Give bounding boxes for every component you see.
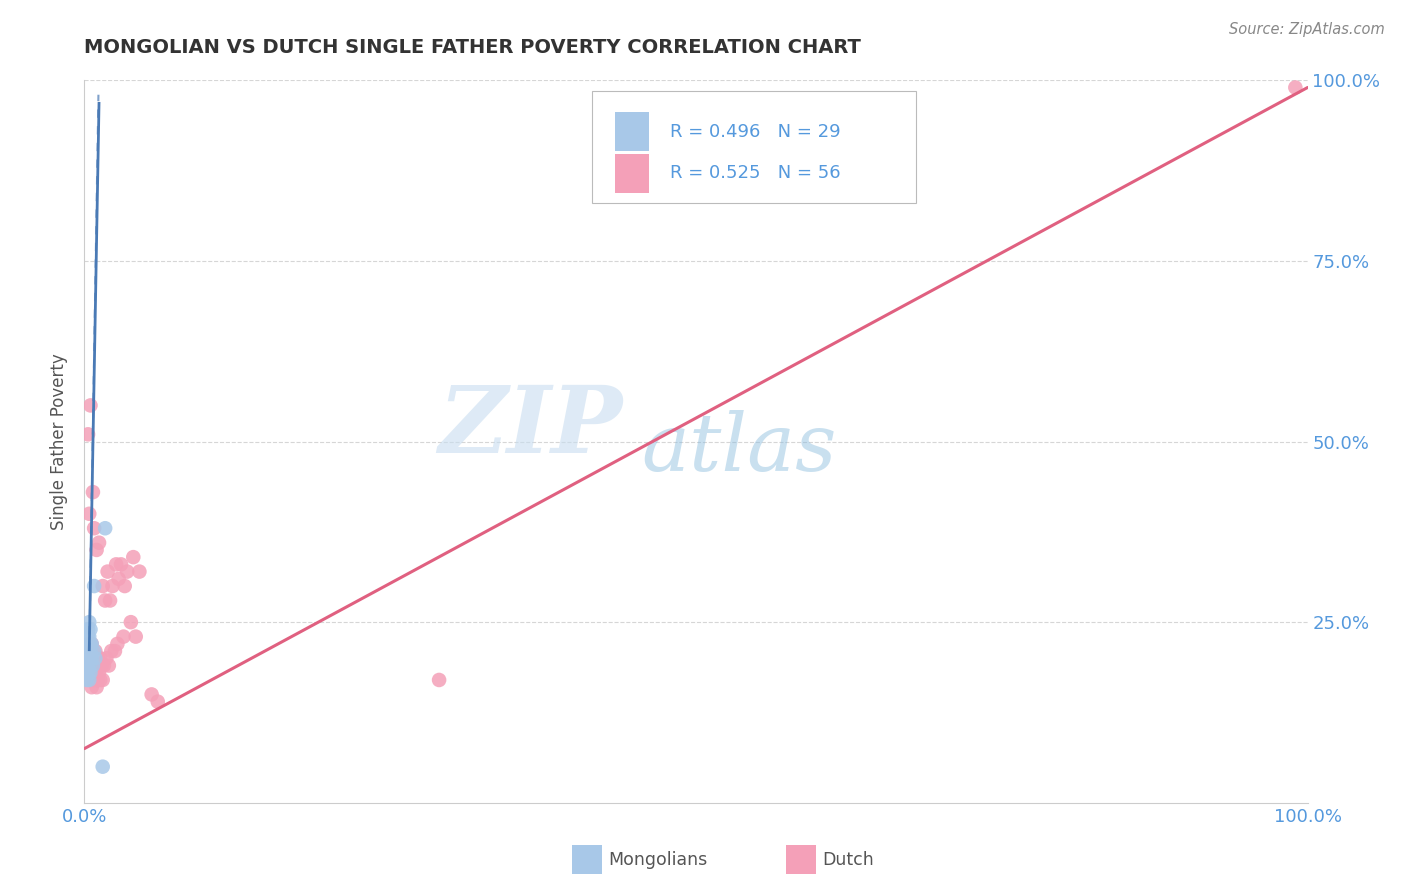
Point — [76, 630, 98, 644]
Text: MONGOLIAN VS DUTCH SINGLE FATHER POVERTY CORRELATION CHART: MONGOLIAN VS DUTCH SINGLE FATHER POVERTY… — [84, 37, 862, 56]
Point — [93, 658, 115, 673]
Point — [86, 658, 108, 673]
Point — [77, 665, 100, 680]
Point — [79, 623, 101, 637]
Point — [80, 637, 103, 651]
Point — [87, 665, 110, 680]
Point — [87, 651, 110, 665]
FancyBboxPatch shape — [592, 91, 917, 203]
Point — [97, 565, 120, 579]
Text: Source: ZipAtlas.com: Source: ZipAtlas.com — [1229, 22, 1385, 37]
Y-axis label: Single Father Poverty: Single Father Poverty — [51, 353, 69, 530]
Point — [104, 644, 127, 658]
Point — [110, 558, 132, 572]
Text: Dutch: Dutch — [823, 851, 873, 869]
Point — [77, 658, 100, 673]
Point — [427, 673, 450, 687]
Point — [101, 579, 124, 593]
Point — [82, 644, 104, 658]
Point — [105, 637, 128, 651]
Point — [91, 760, 114, 774]
FancyBboxPatch shape — [786, 846, 815, 874]
Point — [86, 542, 108, 557]
Point — [112, 630, 135, 644]
Point — [115, 565, 138, 579]
Text: atlas: atlas — [641, 410, 837, 488]
Point — [77, 637, 100, 651]
Point — [83, 521, 105, 535]
Text: R = 0.525   N = 56: R = 0.525 N = 56 — [671, 164, 841, 183]
Text: ZIP: ZIP — [439, 382, 623, 472]
Point — [80, 637, 103, 651]
FancyBboxPatch shape — [616, 154, 650, 193]
Point — [77, 651, 100, 665]
Point — [84, 644, 107, 658]
Point — [80, 665, 103, 680]
Point — [82, 485, 104, 500]
Point — [107, 572, 129, 586]
Point — [86, 680, 108, 694]
Text: Mongolians: Mongolians — [607, 851, 707, 869]
Point — [76, 644, 98, 658]
Point — [76, 637, 98, 651]
Point — [82, 673, 104, 687]
Point — [77, 507, 100, 521]
Point — [76, 658, 98, 673]
Point — [91, 673, 114, 687]
Point — [79, 644, 101, 658]
Point — [83, 651, 105, 665]
Point — [77, 644, 100, 658]
Point — [87, 673, 110, 687]
Point — [79, 665, 101, 680]
Point — [1284, 80, 1306, 95]
Point — [80, 651, 103, 665]
Point — [79, 673, 101, 687]
Point — [105, 558, 128, 572]
Point — [125, 630, 148, 644]
Point — [79, 644, 101, 658]
Point — [94, 521, 117, 535]
Point — [77, 623, 100, 637]
Point — [80, 680, 103, 694]
Point — [91, 579, 114, 593]
Point — [100, 644, 122, 658]
Point — [128, 565, 150, 579]
Point — [120, 615, 142, 630]
FancyBboxPatch shape — [572, 846, 602, 874]
Point — [77, 637, 100, 651]
Point — [84, 673, 107, 687]
Point — [83, 665, 105, 680]
Point — [79, 637, 101, 651]
Point — [77, 665, 100, 680]
Point — [76, 673, 98, 687]
Point — [77, 651, 100, 665]
Point — [79, 398, 101, 412]
Point — [90, 658, 112, 673]
Point — [84, 651, 107, 665]
Point — [79, 658, 101, 673]
Point — [89, 651, 111, 665]
Point — [77, 615, 100, 630]
Point — [141, 687, 163, 701]
Point — [89, 673, 111, 687]
Point — [82, 658, 104, 673]
Point — [83, 644, 105, 658]
Text: R = 0.496   N = 29: R = 0.496 N = 29 — [671, 122, 841, 141]
Point — [87, 535, 110, 549]
Point — [114, 579, 136, 593]
Point — [97, 658, 120, 673]
FancyBboxPatch shape — [616, 112, 650, 151]
Point — [77, 630, 100, 644]
Point — [98, 593, 121, 607]
Point — [122, 550, 145, 565]
Point — [96, 651, 118, 665]
Point — [77, 427, 100, 442]
Point — [77, 673, 100, 687]
Point — [77, 651, 100, 665]
Point — [77, 637, 100, 651]
Point — [83, 579, 105, 593]
Point — [94, 593, 117, 607]
Point — [146, 695, 169, 709]
Point — [77, 630, 100, 644]
